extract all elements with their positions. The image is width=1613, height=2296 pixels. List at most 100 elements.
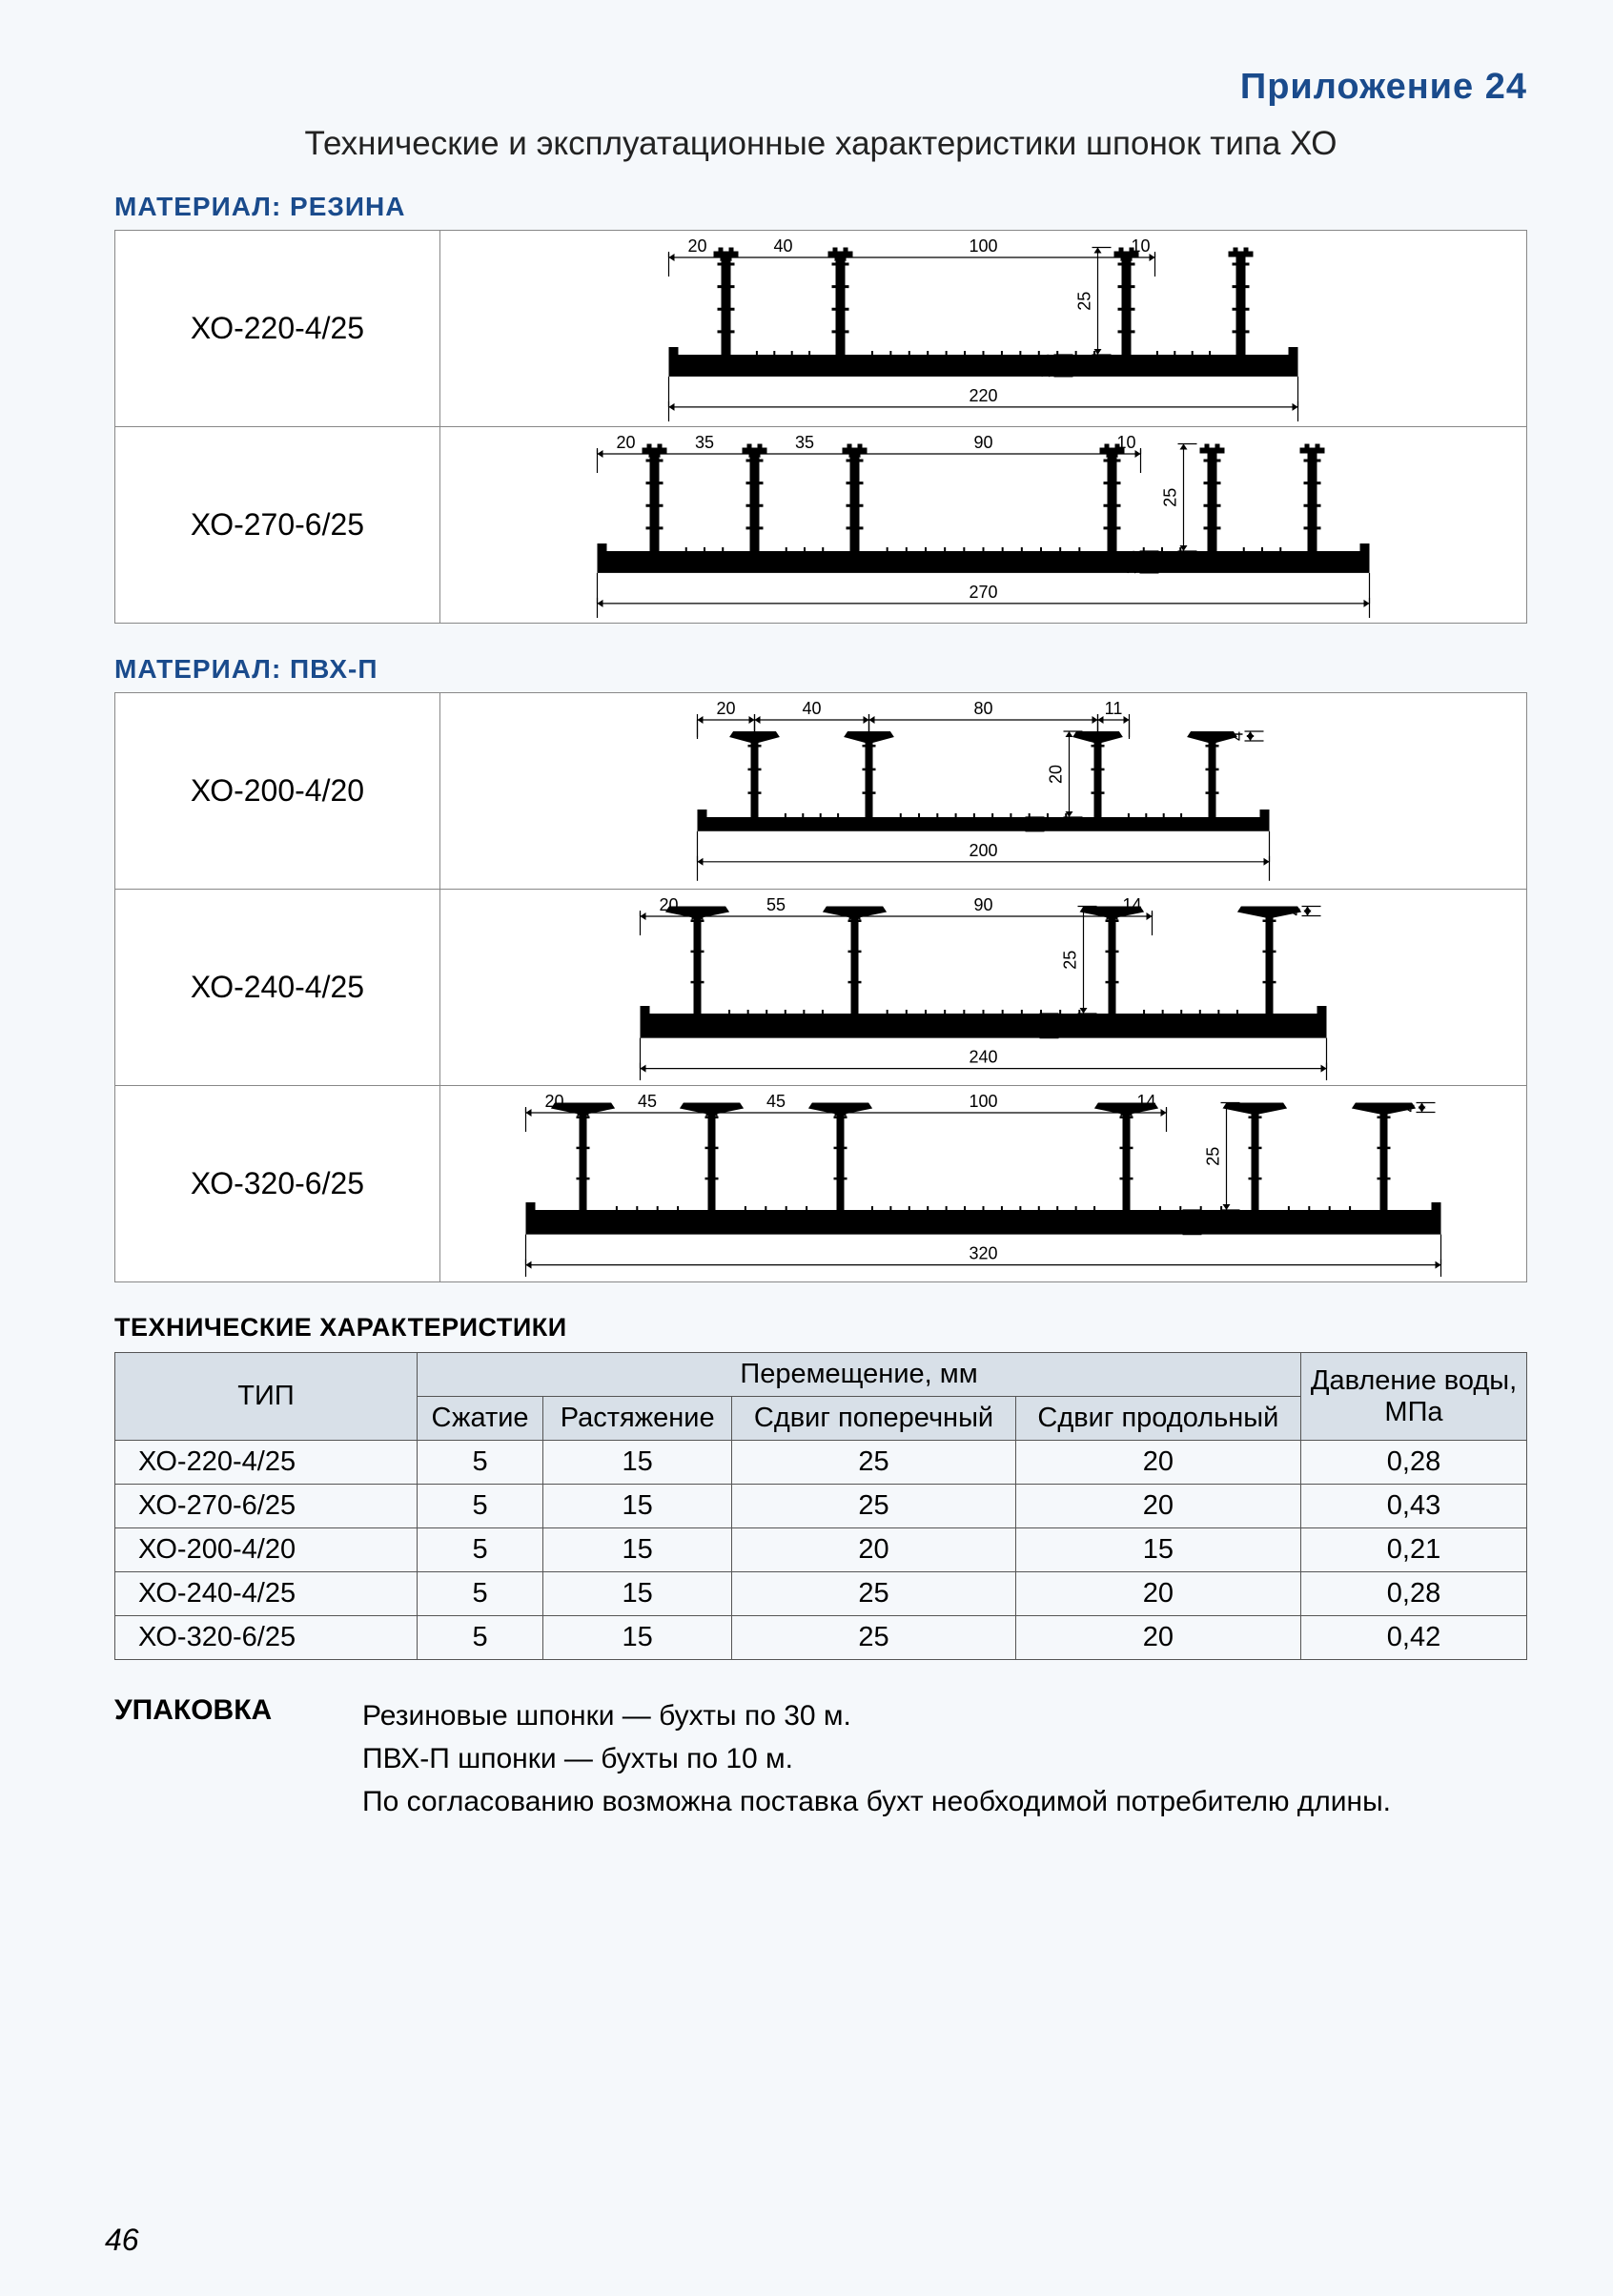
material-pvc-heading: МАТЕРИАЛ: ПВХ-П <box>114 654 1527 685</box>
spec-cell: 20 <box>1015 1485 1300 1528</box>
svg-text:20: 20 <box>616 433 635 452</box>
svg-text:11: 11 <box>1105 699 1123 718</box>
profile-row: ХО-220-4/25 20 40 100 10 220 25 <box>115 231 1527 427</box>
svg-text:20: 20 <box>544 1092 563 1111</box>
spec-col-shear-l: Сдвиг продольный <box>1015 1397 1300 1441</box>
spec-cell-type: ХО-200-4/20 <box>115 1528 418 1572</box>
profile-diagram-cell: 20 40 80 11 200 20 2 <box>440 693 1527 890</box>
profile-diagram: 20 45 45 100 14 320 25 <box>440 1086 1526 1277</box>
spec-cell: 15 <box>1015 1528 1300 1572</box>
spec-cell: 5 <box>418 1441 543 1485</box>
spec-cell-type: ХО-220-4/25 <box>115 1441 418 1485</box>
profile-name: ХО-220-4/25 <box>115 231 440 427</box>
spec-cell: 25 <box>732 1572 1015 1616</box>
spec-cell: 15 <box>543 1528 732 1572</box>
svg-text:35: 35 <box>795 433 814 452</box>
spec-row: ХО-200-4/2051520150,21 <box>115 1528 1527 1572</box>
spec-cell: 5 <box>418 1572 543 1616</box>
svg-text:25: 25 <box>1075 292 1094 311</box>
svg-text:90: 90 <box>973 433 992 452</box>
profile-diagram-cell: 20 40 100 10 220 25 3.5 <box>440 231 1527 427</box>
spec-col-tension: Растяжение <box>543 1397 732 1441</box>
profiles-table-pvc: ХО-200-4/20 20 40 80 11 200 20 <box>114 692 1527 1282</box>
profile-row: ХО-320-6/25 20 45 45 100 14 320 <box>115 1086 1527 1282</box>
svg-text:100: 100 <box>969 1092 997 1111</box>
spec-cell: 0,28 <box>1301 1572 1527 1616</box>
svg-text:20: 20 <box>659 895 678 914</box>
spec-cell-type: ХО-270-6/25 <box>115 1485 418 1528</box>
spec-cell: 15 <box>543 1441 732 1485</box>
spec-row: ХО-270-6/2551525200,43 <box>115 1485 1527 1528</box>
svg-text:10: 10 <box>1116 433 1135 452</box>
main-title: Технические и эксплуатационные характери… <box>114 125 1527 163</box>
spec-table: ТИП Перемещение, мм Давление воды, МПа С… <box>114 1352 1527 1660</box>
svg-text:80: 80 <box>973 699 992 718</box>
packaging-line-3: По согласованию возможна поставка бухт н… <box>362 1780 1527 1823</box>
profile-diagram-cell: 20 45 45 100 14 320 25 <box>440 1086 1527 1282</box>
svg-text:55: 55 <box>766 895 786 914</box>
svg-text:3.5: 3.5 <box>1123 550 1142 574</box>
profile-diagram: 20 35 35 90 10 270 25 <box>440 427 1526 618</box>
page: Приложение 24 Технические и эксплуатацио… <box>0 0 1613 2296</box>
appendix-title: Приложение 24 <box>114 67 1527 108</box>
spec-cell: 15 <box>543 1616 732 1660</box>
profile-diagram-cell: 20 35 35 90 10 270 25 <box>440 427 1527 624</box>
profiles-table-rubber: ХО-220-4/25 20 40 100 10 220 25 <box>114 230 1527 624</box>
spec-cell: 0,21 <box>1301 1528 1527 1572</box>
spec-header-group: Перемещение, мм <box>418 1353 1301 1397</box>
packaging-label: УПАКОВКА <box>114 1694 362 1823</box>
packaging-body: Резиновые шпонки — бухты по 30 м. ПВХ-П … <box>362 1694 1527 1823</box>
spec-col-pressure: Давление воды, МПа <box>1301 1353 1527 1441</box>
profile-row: ХО-200-4/20 20 40 80 11 200 20 <box>115 693 1527 890</box>
spec-cell: 20 <box>1015 1616 1300 1660</box>
profile-diagram: 20 40 100 10 220 25 3.5 <box>440 231 1526 421</box>
svg-text:200: 200 <box>969 841 997 860</box>
profile-name: ХО-200-4/20 <box>115 693 440 890</box>
spec-cell: 5 <box>418 1485 543 1528</box>
svg-text:35: 35 <box>695 433 714 452</box>
svg-text:45: 45 <box>766 1092 786 1111</box>
spec-cell: 20 <box>1015 1572 1300 1616</box>
spec-cell: 0,42 <box>1301 1616 1527 1660</box>
spec-cell: 0,28 <box>1301 1441 1527 1485</box>
spec-cell: 15 <box>543 1485 732 1528</box>
svg-text:4: 4 <box>1166 1218 1185 1227</box>
spec-cell: 0,43 <box>1301 1485 1527 1528</box>
spec-cell-type: ХО-240-4/25 <box>115 1572 418 1616</box>
profile-row: ХО-240-4/25 20 55 90 14 240 25 <box>115 890 1527 1086</box>
spec-cell: 15 <box>543 1572 732 1616</box>
spec-cell-type: ХО-320-6/25 <box>115 1616 418 1660</box>
svg-text:20: 20 <box>1047 765 1066 784</box>
packaging-line-2: ПВХ-П шпонки — бухты по 10 м. <box>362 1737 1527 1780</box>
profile-diagram: 20 55 90 14 240 25 4 <box>440 890 1526 1080</box>
profile-diagram-cell: 20 55 90 14 240 25 4 <box>440 890 1527 1086</box>
profile-name: ХО-240-4/25 <box>115 890 440 1086</box>
svg-text:40: 40 <box>802 699 821 718</box>
svg-text:25: 25 <box>1204 1147 1223 1166</box>
svg-text:240: 240 <box>969 1048 997 1067</box>
svg-text:10: 10 <box>1131 236 1150 256</box>
svg-text:20: 20 <box>687 236 706 256</box>
svg-text:220: 220 <box>969 386 997 405</box>
material-rubber-heading: МАТЕРИАЛ: РЕЗИНА <box>114 192 1527 222</box>
spec-col-shear-t: Сдвиг поперечный <box>732 1397 1015 1441</box>
svg-text:270: 270 <box>969 583 997 602</box>
svg-text:45: 45 <box>638 1092 657 1111</box>
profile-name: ХО-320-6/25 <box>115 1086 440 1282</box>
spec-cell: 25 <box>732 1485 1015 1528</box>
spec-cell: 20 <box>1015 1441 1300 1485</box>
svg-text:25: 25 <box>1161 488 1180 507</box>
svg-text:14: 14 <box>1136 1092 1155 1111</box>
spec-row: ХО-320-6/2551525200,42 <box>115 1616 1527 1660</box>
page-number: 46 <box>105 2223 139 2258</box>
spec-col-compress: Сжатие <box>418 1397 543 1441</box>
profile-row: ХО-270-6/25 20 35 35 90 10 270 <box>115 427 1527 624</box>
svg-text:25: 25 <box>1061 951 1080 970</box>
svg-text:4: 4 <box>1228 731 1247 741</box>
svg-text:14: 14 <box>1122 895 1141 914</box>
spec-heading: ТЕХНИЧЕСКИЕ ХАРАКТЕРИСТИКИ <box>114 1313 1527 1343</box>
svg-text:40: 40 <box>773 236 792 256</box>
svg-text:20: 20 <box>716 699 735 718</box>
svg-text:100: 100 <box>969 236 997 256</box>
svg-text:320: 320 <box>969 1244 997 1263</box>
